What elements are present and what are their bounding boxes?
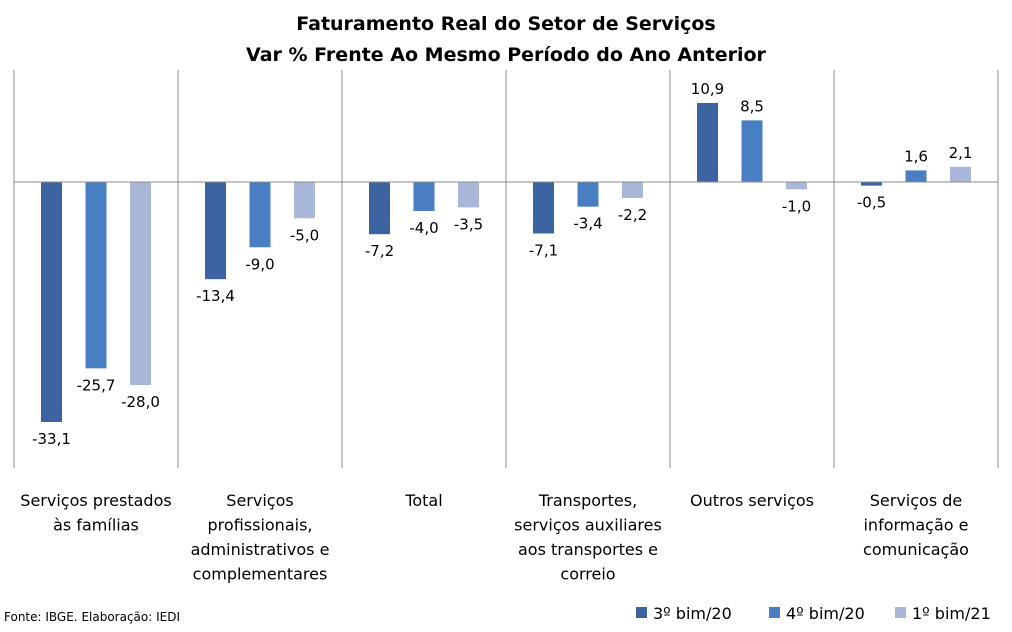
category-label: aos transportes e bbox=[518, 540, 658, 559]
data-label: -9,0 bbox=[245, 255, 274, 273]
bar bbox=[41, 182, 62, 422]
bar bbox=[622, 182, 643, 198]
category-label: Outros serviços bbox=[690, 491, 814, 510]
category-label: administrativos e bbox=[191, 540, 330, 559]
category-label: Serviços bbox=[226, 491, 293, 510]
legend-label: 4º bim/20 bbox=[786, 604, 865, 623]
legend-swatch bbox=[769, 607, 780, 618]
bar bbox=[458, 182, 479, 208]
data-label: -0,5 bbox=[857, 194, 886, 212]
chart-title: Faturamento Real do Setor de Serviços bbox=[296, 13, 715, 35]
data-label: -4,0 bbox=[409, 219, 438, 237]
bar bbox=[861, 182, 882, 186]
category-label: correio bbox=[560, 565, 615, 584]
plot-area: -33,1-13,4-7,2 -7,110,9-0,5-25,7-9,0-4,0-… bbox=[13, 70, 999, 468]
bar bbox=[741, 120, 763, 182]
bar bbox=[130, 182, 151, 386]
bar bbox=[697, 102, 718, 182]
legend: 3º bim/20 4º bim/20 1º bim/21 bbox=[636, 604, 991, 623]
bar bbox=[786, 182, 807, 190]
data-label: -1,0 bbox=[782, 197, 811, 215]
data-label: -7,1 bbox=[529, 241, 558, 259]
bar bbox=[369, 182, 390, 235]
data-label: 8,5 bbox=[740, 97, 764, 115]
bar bbox=[413, 182, 435, 212]
data-label: -2,2 bbox=[618, 206, 647, 224]
category-label: complementares bbox=[193, 565, 328, 584]
category-label: Transportes, bbox=[538, 491, 637, 510]
bar bbox=[85, 182, 107, 369]
data-label: -28,0 bbox=[121, 393, 160, 411]
bar bbox=[533, 182, 554, 234]
category-label: Total bbox=[404, 491, 442, 510]
bar bbox=[249, 182, 271, 248]
category-label: profissionais, bbox=[208, 516, 313, 535]
legend-label: 1º bim/21 bbox=[912, 604, 991, 623]
data-label: -13,4 bbox=[196, 287, 235, 305]
data-label: 2,1 bbox=[949, 144, 973, 162]
data-label: -33,1 bbox=[32, 430, 71, 448]
source-note: Fonte: IBGE. Elaboração: IEDI bbox=[4, 610, 180, 624]
data-label: -3,4 bbox=[573, 215, 602, 233]
bar bbox=[905, 170, 927, 182]
bar bbox=[577, 182, 599, 207]
bar bbox=[950, 166, 971, 182]
data-label: -7,2 bbox=[365, 242, 394, 260]
category-label: Serviços prestados bbox=[20, 491, 171, 510]
data-label: -5,0 bbox=[290, 226, 319, 244]
legend-label: 3º bim/20 bbox=[653, 604, 732, 623]
data-label: 10,9 bbox=[691, 80, 724, 98]
category-label: Serviços de bbox=[870, 491, 963, 510]
chart-subtitle: Var % Frente Ao Mesmo Período do Ano Ant… bbox=[246, 44, 767, 66]
legend-swatch bbox=[636, 607, 647, 618]
category-label: comunicação bbox=[863, 540, 969, 559]
data-label: -3,5 bbox=[454, 215, 483, 233]
category-labels: Serviços prestados às famílias Serviços pro… bbox=[20, 491, 969, 584]
bar bbox=[205, 182, 226, 280]
data-label: 1,6 bbox=[904, 147, 928, 165]
data-label: -25,7 bbox=[77, 376, 116, 394]
category-label: serviços auxiliares bbox=[514, 516, 662, 535]
category-label: às famílias bbox=[53, 516, 139, 535]
legend-swatch bbox=[895, 607, 906, 618]
bar bbox=[294, 182, 315, 219]
category-label: informação e bbox=[863, 516, 968, 535]
